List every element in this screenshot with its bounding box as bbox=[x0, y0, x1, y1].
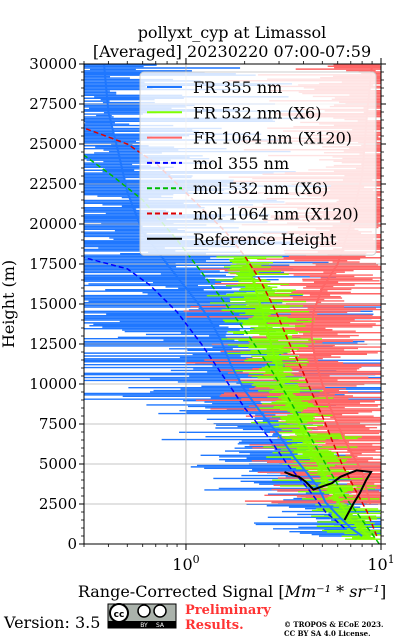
y-tick-label: 20000 bbox=[29, 215, 77, 233]
copyright-line1: © TROPOS & ECoE 2023. bbox=[284, 620, 383, 629]
legend-label: FR 355 nm bbox=[193, 78, 282, 97]
y-tick-label: 0 bbox=[67, 535, 77, 553]
series-line-3 bbox=[84, 256, 345, 529]
by-label: BY bbox=[140, 622, 148, 629]
sa-sharealike-icon bbox=[153, 604, 167, 618]
cc-logo-icon bbox=[109, 603, 129, 623]
x-axis-label-suffix: ] bbox=[380, 582, 386, 601]
fr532-noise-band bbox=[206, 256, 381, 540]
y-tick-label: 25000 bbox=[29, 135, 77, 153]
legend: FR 355 nm FR 532 nm (X6) FR 1064 nm (X120)… bbox=[139, 71, 377, 256]
y-axis-label: Height (m) bbox=[0, 260, 18, 348]
legend-label: mol 1064 nm (X120) bbox=[193, 205, 359, 224]
legend-label: Reference Height bbox=[193, 230, 337, 249]
y-tick-label: 2500 bbox=[39, 495, 77, 513]
preliminary-results-line2: Results. bbox=[185, 618, 244, 633]
y-tick-label: 22500 bbox=[29, 175, 77, 193]
chart-title-line2: [Averaged] 20230220 07:00-07:59 bbox=[93, 42, 371, 61]
sa-label: SA bbox=[156, 622, 165, 629]
y-tick-label: 27500 bbox=[29, 95, 77, 113]
x-axis-label-prefix: Range-Corrected Signal [ bbox=[78, 582, 285, 601]
x-axis-label-math: Mm⁻¹ * sr⁻¹ bbox=[284, 582, 380, 601]
legend-label: FR 1064 nm (X120) bbox=[193, 129, 352, 148]
y-tick-label: 30000 bbox=[29, 55, 77, 73]
y-tick-label: 10000 bbox=[29, 375, 77, 393]
y-tick-label: 7500 bbox=[39, 415, 77, 433]
legend-label: mol 355 nm bbox=[193, 154, 289, 173]
cc-license-badge: cc BY SA bbox=[107, 603, 177, 629]
legend-box bbox=[139, 71, 377, 256]
series-line-0 bbox=[103, 64, 363, 537]
series-line-6 bbox=[284, 469, 373, 521]
chart-title-line1: pollyxt_cyp at Limassol bbox=[138, 23, 327, 42]
version-label: Version: 3.5 bbox=[3, 613, 100, 632]
legend-label: FR 532 nm (X6) bbox=[193, 103, 321, 122]
series-line-1 bbox=[243, 255, 373, 540]
y-tick-label: 5000 bbox=[39, 455, 77, 473]
copyright-line2: CC BY SA 4.0 License. bbox=[284, 629, 371, 638]
x-tick-label: 101 bbox=[367, 553, 394, 574]
y-tick-label: 12500 bbox=[29, 335, 77, 353]
preliminary-results-line1: Preliminary bbox=[185, 603, 271, 618]
cc-logo-text: cc bbox=[114, 610, 125, 620]
legend-label: mol 532 nm (X6) bbox=[193, 179, 328, 198]
x-tick-label: 100 bbox=[172, 553, 199, 574]
y-tick-label: 15000 bbox=[29, 295, 77, 313]
x-axis-label: Range-Corrected Signal [Mm⁻¹ * sr⁻¹] bbox=[78, 582, 386, 601]
y-tick-label: 17500 bbox=[29, 255, 77, 273]
by-attribution-icon bbox=[137, 604, 151, 618]
series-line-5 bbox=[84, 127, 378, 537]
